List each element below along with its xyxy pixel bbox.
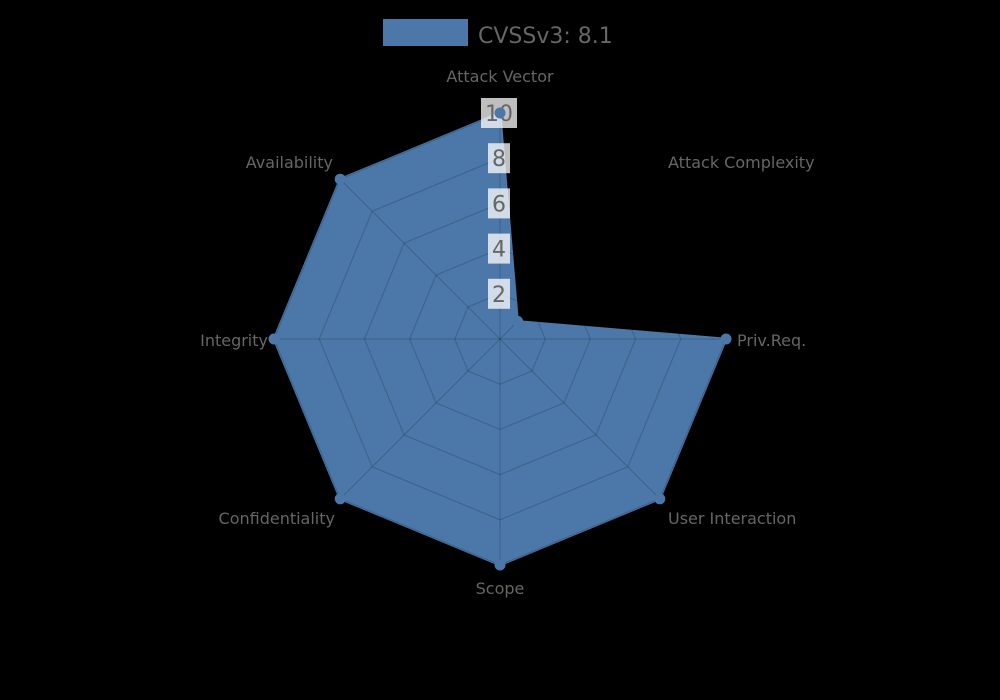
data-point-confidentiality[interactable] [334, 493, 346, 505]
tick-label: 8 [492, 147, 506, 172]
axis-label-availability: Availability [246, 153, 333, 172]
grid-ring [454, 293, 546, 385]
tick-label: 6 [492, 192, 506, 217]
axis-label-attack-complexity: Attack Complexity [668, 153, 815, 172]
tick-backdrop [488, 278, 510, 309]
data-point-attack-complexity[interactable] [512, 315, 524, 327]
grid-ring [318, 157, 682, 521]
grid-spoke [339, 338, 501, 500]
tick-label: 2 [492, 283, 506, 308]
data-point-attack-vector[interactable] [494, 107, 506, 119]
axis-label-scope: Scope [476, 579, 525, 598]
tick-label: 4 [492, 238, 506, 263]
axis-labels: Attack Vector Attack Complexity Priv.Req. U… [200, 67, 814, 598]
axis-label-confidentiality: Confidentiality [219, 509, 335, 528]
data-point-scope[interactable] [494, 559, 506, 571]
axis-label-attack-vector: Attack Vector [446, 67, 554, 86]
data-point-user-interaction[interactable] [654, 493, 666, 505]
tick-backdrop [488, 233, 510, 264]
grid-web [273, 112, 727, 566]
grid-spoke [499, 178, 661, 340]
grid-ring [408, 247, 592, 431]
data-point-availability[interactable] [334, 173, 346, 185]
grid-spoke [499, 338, 661, 500]
axis-label-priv-req: Priv.Req. [737, 331, 806, 350]
legend-label: CVSSv3: 8.1 [478, 24, 613, 49]
axis-label-integrity: Integrity [200, 331, 268, 350]
legend-swatch [383, 19, 468, 46]
legend-item[interactable]: CVSSv3: 8.1 [383, 19, 613, 49]
data-point-priv-req[interactable] [720, 333, 732, 345]
tick-backdrop [488, 143, 510, 174]
grid-spoke [339, 178, 501, 340]
data-point-integrity[interactable] [268, 333, 280, 345]
axis-label-user-interaction: User Interaction [668, 509, 796, 528]
tick-backdrop [488, 188, 510, 219]
data-points [268, 107, 732, 571]
grid-ring [363, 202, 637, 476]
